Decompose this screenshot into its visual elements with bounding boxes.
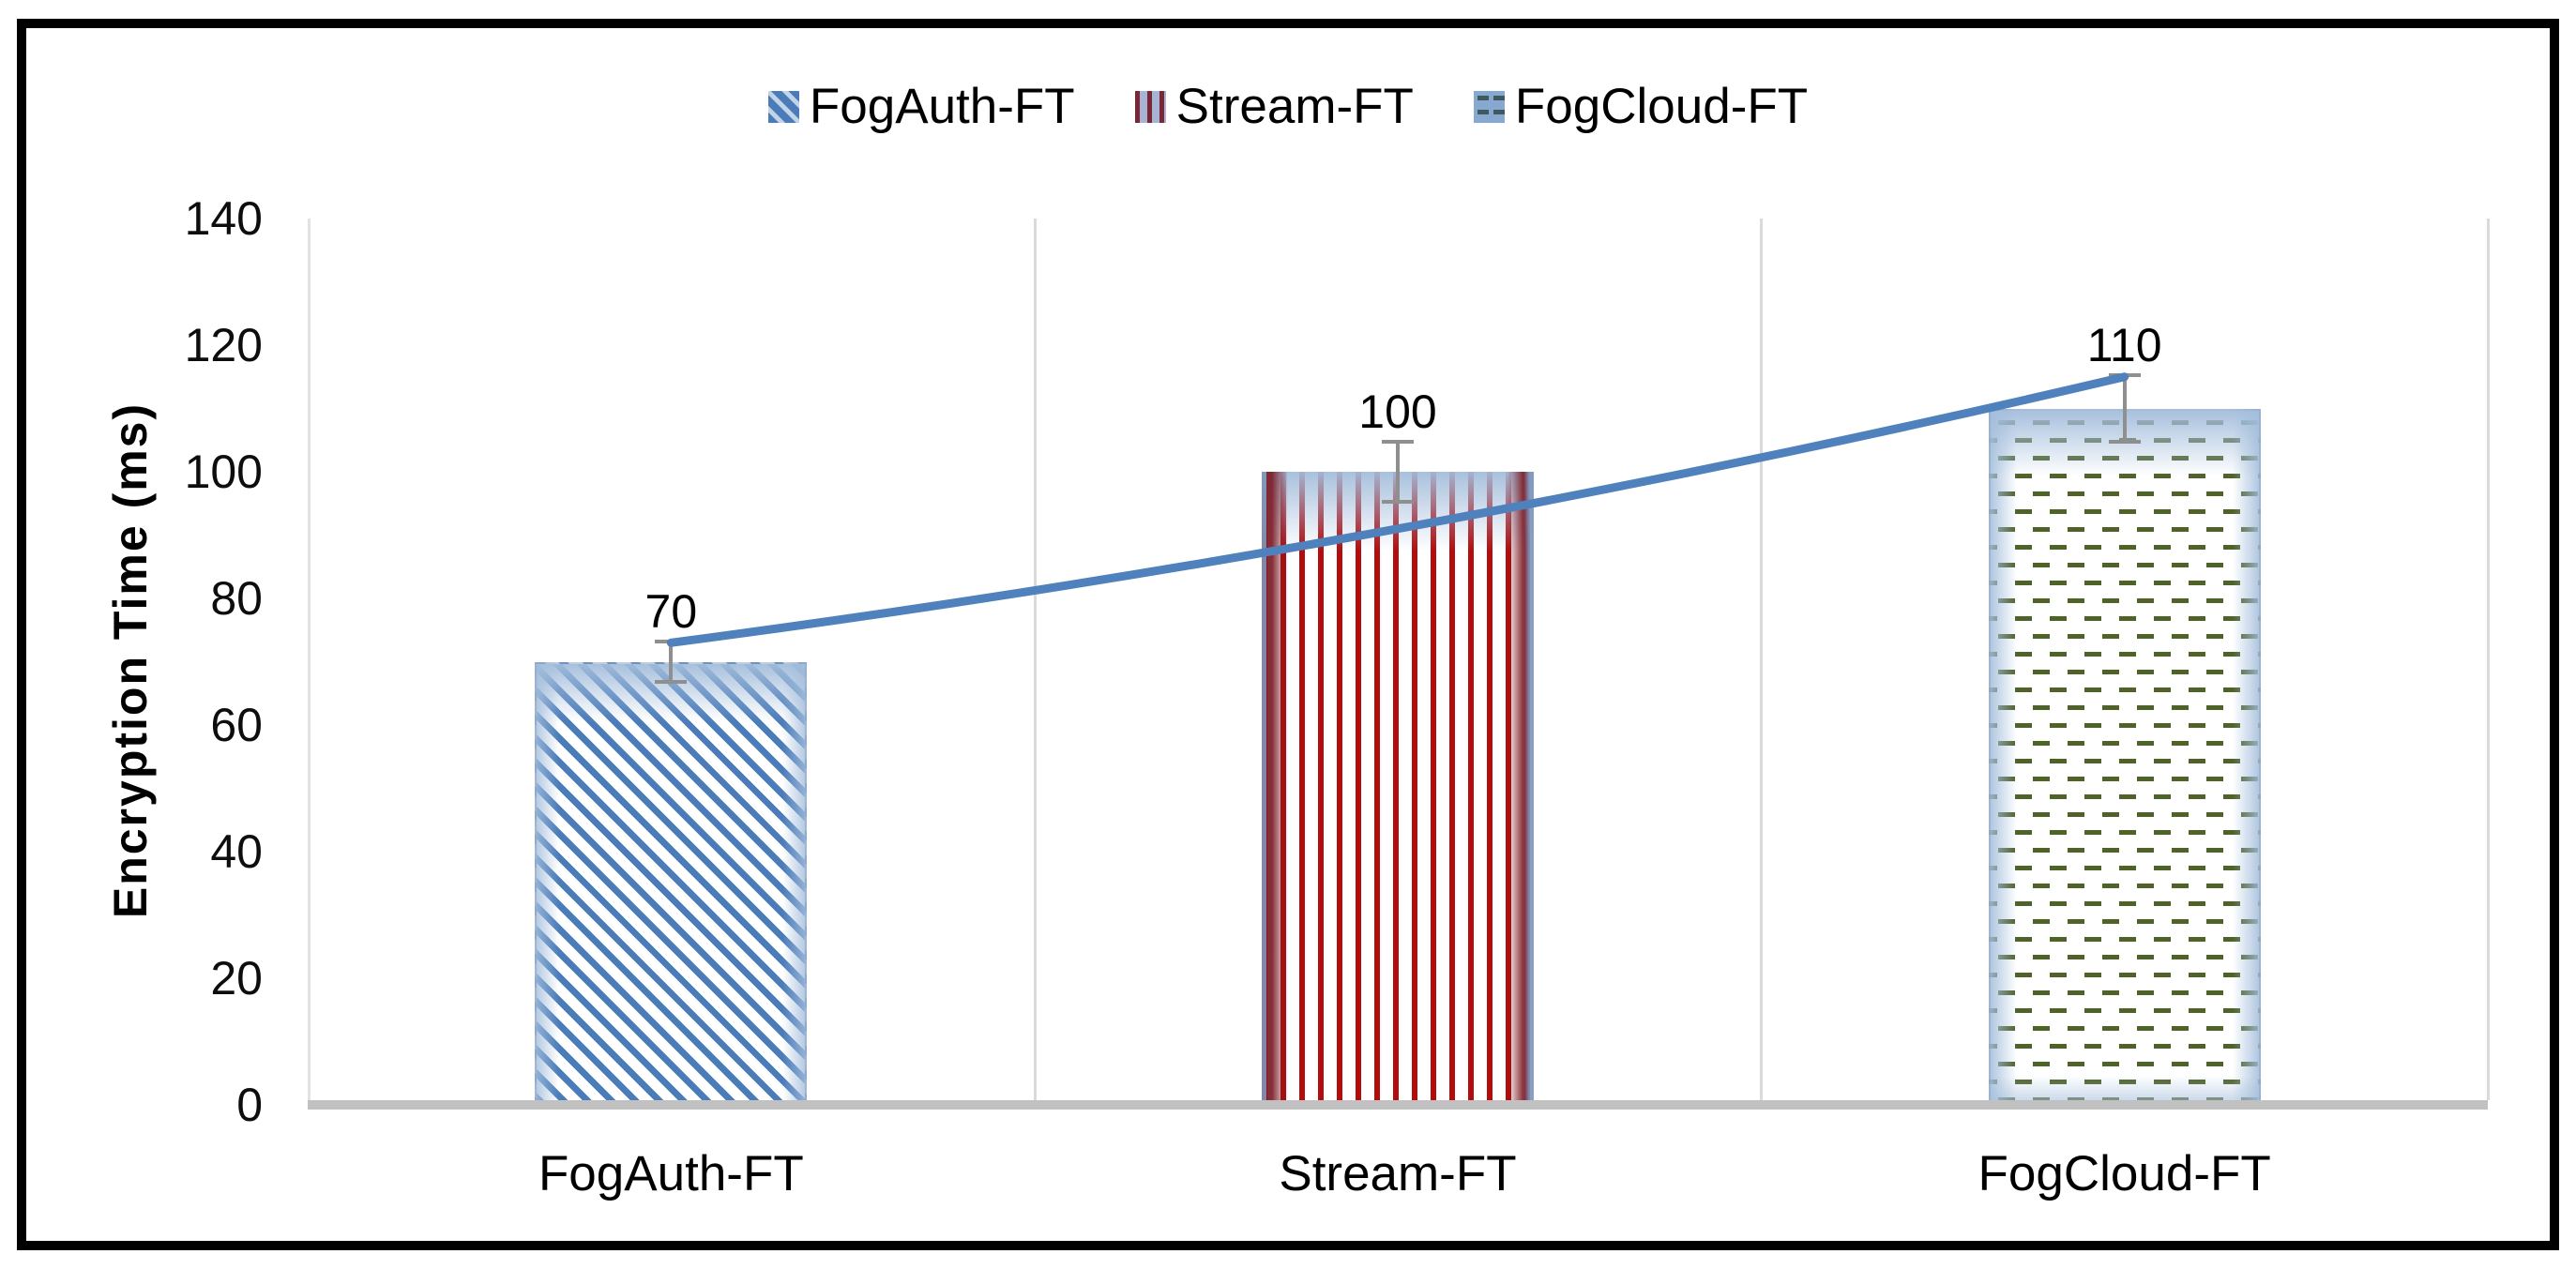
legend-label: FogCloud-FT [1514,79,1809,134]
x-axis-label: Stream-FT [1279,1146,1517,1201]
y-tick-label: 20 [210,952,263,1005]
bar-stream-ft [1262,472,1534,1104]
x-axis-label: FogAuth-FT [538,1146,804,1201]
y-tick-label: 140 [184,192,263,245]
category-gridline [2487,219,2490,1100]
error-bar [2108,373,2141,444]
y-tick-label: 100 [184,446,263,498]
error-bar [655,639,688,685]
legend-swatch-icon [1134,91,1166,123]
legend: FogAuth-FT Stream-FT FogCloud-FT [0,78,2576,136]
legend-swatch-icon [1473,91,1505,123]
legend-item: FogCloud-FT [1473,78,1809,136]
y-tick-label: 80 [210,572,263,625]
data-label: 70 [644,584,698,638]
y-axis-line [308,219,311,1100]
legend-label: FogAuth-FT [809,79,1075,134]
bar-fogcloud-ft [1988,408,2261,1104]
legend-label: Stream-FT [1175,79,1414,134]
category-gridline [1760,219,1763,1100]
error-bar [1382,440,1414,504]
y-tick-label: 0 [236,1079,263,1131]
bar-fogauth-ft [535,661,808,1104]
y-tick-label: 60 [210,699,263,751]
legend-item: Stream-FT [1134,78,1414,136]
y-axis-title: Encryption Time (ms) [104,401,157,919]
legend-swatch-icon [767,91,799,123]
legend-item: FogAuth-FT [767,78,1075,136]
x-axis-baseline [308,1100,2488,1110]
data-label: 100 [1358,385,1437,439]
x-axis-label: FogCloud-FT [1977,1146,2271,1201]
y-tick-label: 120 [184,319,263,371]
category-gridline [1034,219,1037,1100]
y-tick-label: 40 [210,825,263,878]
data-label: 110 [2086,319,2162,372]
